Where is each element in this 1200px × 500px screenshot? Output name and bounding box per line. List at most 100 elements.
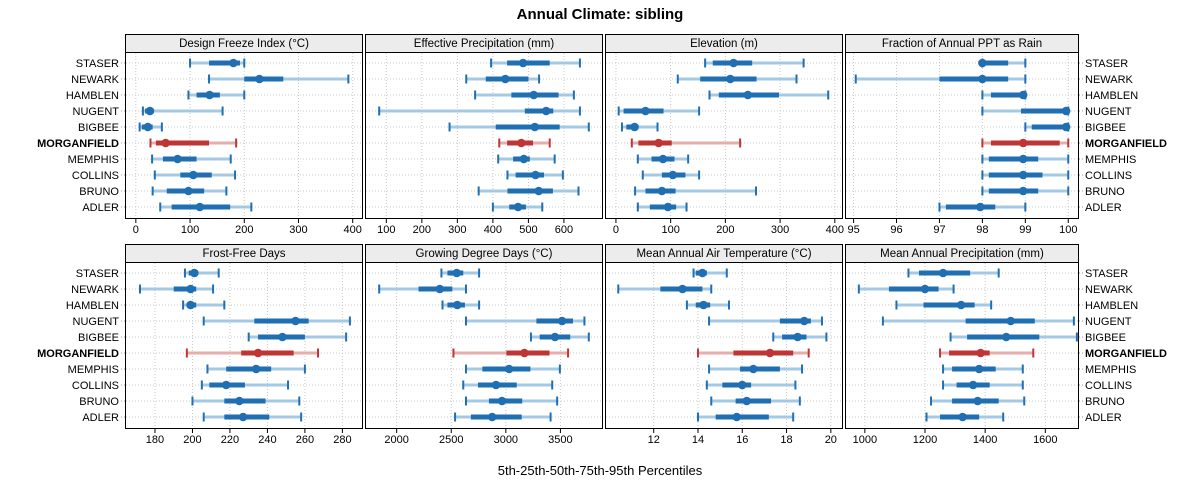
x-tick-label: 96 [890, 224, 902, 236]
median-dot [743, 90, 753, 100]
station-label-right: MEMPHIS [1085, 154, 1136, 166]
x-tick-label: 240 [258, 434, 276, 446]
panel-bars [138, 58, 350, 212]
interval-bar [617, 106, 701, 116]
interval-bar [454, 412, 552, 422]
interval-bar [634, 186, 758, 196]
interval-bar [151, 186, 228, 196]
x-tick-label: 14 [692, 434, 704, 446]
interval-bar [474, 90, 575, 100]
x-tick-label: 0 [133, 224, 139, 236]
panel-elevation-m: Elevation (m) 0 100 200 300 400 [605, 34, 844, 236]
median-dot [255, 74, 264, 84]
interval-bar [939, 348, 1035, 358]
x-tick-label: 400 [484, 224, 502, 236]
median-dot [799, 316, 809, 326]
x-tick-label: 260 [296, 434, 314, 446]
station-label-left: STASER [76, 58, 119, 70]
panel-strip-title: Elevation (m) [690, 38, 758, 50]
x-tick-label: 16 [736, 434, 748, 446]
median-dot [238, 412, 248, 422]
median-dot [529, 90, 539, 100]
interval-bar [464, 396, 559, 406]
interval-bar [772, 332, 828, 342]
panel-fraction-of-annual-ppt-as-rain: Fraction of Annual PPT as Rain 95 96 97 98 99… [845, 34, 1083, 236]
x-tick-label: 100 [1059, 224, 1077, 236]
median-dot [195, 202, 205, 212]
station-label-left: HAMBLEN [66, 90, 119, 102]
median-dot [513, 202, 523, 212]
station-label-left: MEMPHIS [68, 154, 119, 166]
x-tick-label: 200 [183, 434, 201, 446]
interval-bar [641, 170, 701, 180]
median-dot [550, 332, 560, 342]
x-tick-label: 200 [235, 224, 253, 236]
interval-bar [620, 122, 659, 132]
x-tick-label: 200 [413, 224, 431, 236]
median-dot [452, 300, 462, 310]
interval-bar [981, 90, 1028, 100]
x-tick-label: 100 [377, 224, 395, 236]
panel-strip-title: Design Freeze Index (°C) [179, 38, 309, 50]
x-tick-label: 180 [146, 434, 164, 446]
interval-bar [440, 268, 481, 278]
station-label-right: STASER [1085, 58, 1128, 70]
median-dot [974, 364, 984, 374]
interval-bar [705, 380, 797, 390]
x-tick-label: 99 [1019, 224, 1031, 236]
station-label-left: COLLINS [72, 380, 119, 392]
median-dot [725, 74, 735, 84]
panel-box [605, 262, 843, 429]
interval-bar [202, 316, 351, 326]
station-label-right: COLLINS [1085, 170, 1132, 182]
x-tick-label: 2500 [439, 434, 463, 446]
interval-bar [153, 170, 237, 180]
median-dot [278, 332, 287, 342]
interval-bar [185, 348, 320, 358]
interval-bar [151, 154, 232, 164]
median-dot [742, 396, 751, 406]
station-label-right: NUGENT [1085, 316, 1132, 328]
median-dot [975, 202, 985, 212]
median-dot [630, 122, 639, 132]
interval-bar [247, 332, 348, 342]
median-dot [253, 348, 263, 358]
median-dot [678, 284, 687, 294]
panel-frost-free-days: Frost-Free Days 180 200 220 240 260 280 [121, 244, 363, 446]
station-label-left: HAMBLEN [66, 300, 119, 312]
interval-bar [183, 268, 220, 278]
x-tick-label: 400 [826, 224, 844, 236]
x-tick-label: 400 [344, 224, 362, 236]
interval-bar [464, 316, 586, 326]
x-tick-label: 2000 [384, 434, 408, 446]
median-dot [534, 186, 544, 196]
interval-bar [708, 316, 823, 326]
x-tick-label: 1400 [973, 434, 997, 446]
panel-strip-title: Growing Degree Days (°C) [416, 248, 553, 260]
station-label-right: STASER [1085, 268, 1128, 280]
median-dot [968, 380, 978, 390]
median-dot [186, 300, 195, 310]
interval-bar [942, 364, 1024, 374]
median-dot [793, 332, 802, 342]
station-label-right: ADLER [1085, 202, 1122, 214]
x-tick-label: 1000 [853, 434, 877, 446]
interval-bar [938, 202, 1027, 212]
x-tick-label: 3500 [548, 434, 572, 446]
median-dot [749, 364, 758, 374]
interval-bar [464, 364, 561, 374]
median-dot [235, 396, 244, 406]
median-dot [663, 202, 673, 212]
median-dot [657, 186, 667, 196]
interval-bar [942, 380, 1024, 390]
interval-bar [978, 58, 1027, 68]
median-dot [291, 316, 300, 326]
x-tick-label: 1200 [913, 434, 937, 446]
median-dot [520, 348, 529, 358]
station-label-right: NUGENT [1085, 106, 1132, 118]
interval-bar [202, 412, 303, 422]
interval-bar [636, 154, 690, 164]
interval-bar [710, 396, 801, 406]
median-dot [497, 396, 507, 406]
